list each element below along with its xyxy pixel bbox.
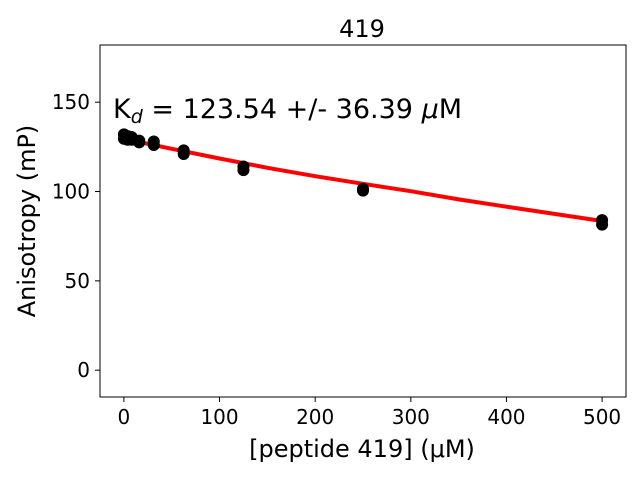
kd-value: = 123.54 +/- 36.39: [143, 94, 422, 125]
y-tick-label: 100: [52, 180, 90, 204]
data-point: [596, 218, 609, 231]
x-axis-label: [peptide 419] (μM): [249, 435, 475, 463]
y-axis-ticks: 0 50 100 150: [52, 90, 100, 382]
y-tick-label: 0: [77, 358, 90, 382]
x-axis-ticks: 0 100 200 300 400 500: [118, 397, 621, 429]
data-points: [117, 128, 609, 231]
data-point: [237, 164, 250, 177]
kd-unit: M: [439, 94, 462, 125]
y-axis-label: Anisotropy (mP): [13, 125, 41, 318]
y-tick-label: 50: [65, 269, 90, 293]
x-tick-label: 200: [296, 405, 334, 429]
kd-symbol: K: [113, 94, 132, 125]
x-tick-label: 300: [392, 405, 430, 429]
plot-area: [99, 44, 627, 398]
x-tick-label: 100: [200, 405, 238, 429]
data-point: [357, 184, 369, 197]
kd-annotation: Kd = 123.54 +/- 36.39 μM: [113, 94, 462, 128]
chart-title: 419: [339, 15, 385, 43]
data-point: [133, 136, 146, 149]
x-tick-label: 500: [583, 405, 621, 429]
x-tick-label: 0: [118, 405, 131, 429]
x-tick-label: 400: [487, 405, 525, 429]
kd-unit-mu: μ: [421, 94, 439, 125]
kd-subscript: d: [131, 106, 144, 128]
y-tick-label: 150: [52, 90, 90, 114]
data-point: [177, 147, 190, 160]
data-point: [147, 139, 160, 152]
